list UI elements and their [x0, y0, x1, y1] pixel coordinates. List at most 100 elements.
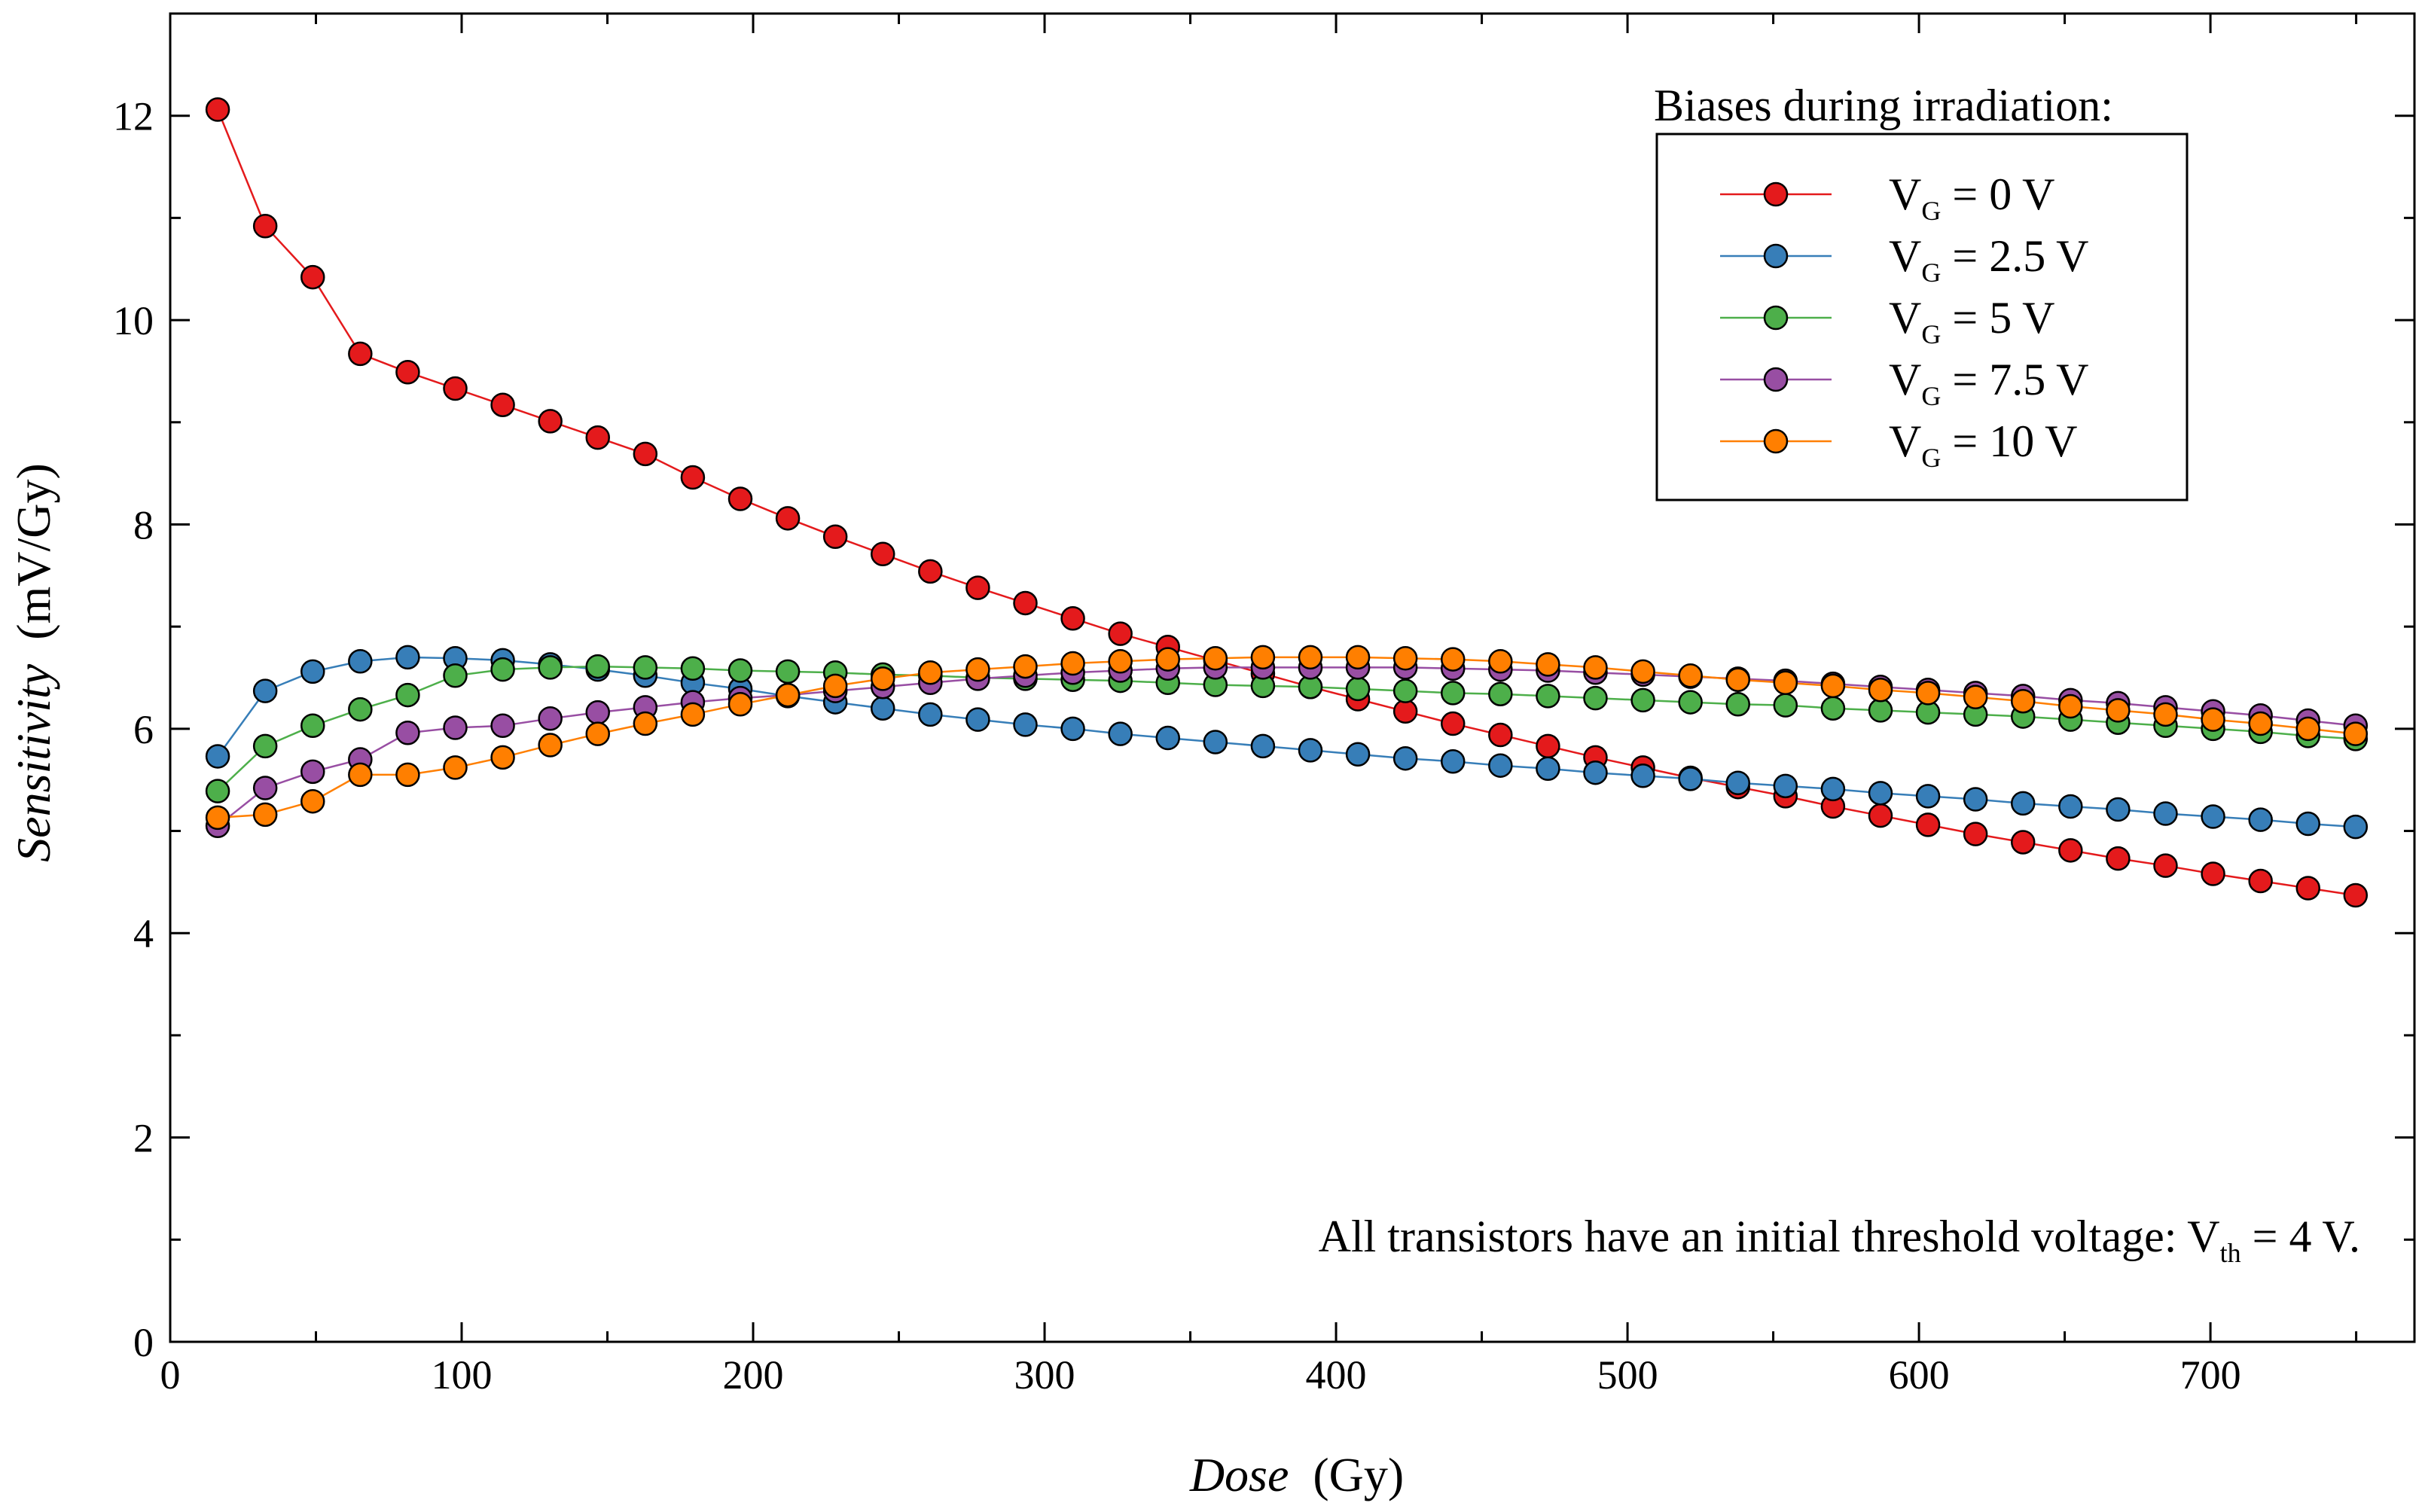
data-point	[1155, 725, 1180, 751]
data-point	[1820, 776, 1846, 802]
data-point	[1583, 685, 1608, 711]
data-point	[1773, 773, 1798, 799]
data-point	[1392, 699, 1418, 724]
data-point	[585, 654, 610, 679]
data-point	[1868, 678, 1893, 703]
legend-unit-value: V	[2045, 416, 2077, 466]
data-point	[1392, 645, 1418, 671]
data-point	[870, 666, 895, 691]
data-point	[443, 663, 468, 688]
data-point	[252, 733, 278, 759]
data-point	[348, 697, 373, 722]
data-point	[2153, 801, 2178, 826]
data-point	[1488, 722, 1513, 748]
data-point	[965, 707, 990, 732]
data-point	[205, 805, 230, 831]
data-point	[2010, 791, 2036, 816]
y-axis-title-unit: (mV/Gy)	[7, 463, 60, 640]
legend-marker-vg-7.5	[1763, 367, 1789, 392]
data-point	[1345, 742, 1371, 767]
series-markers-vg-2.5	[205, 645, 2369, 840]
data-point	[205, 779, 230, 803]
data-point	[585, 425, 610, 450]
data-point	[395, 645, 420, 670]
legend-value: 0	[1989, 169, 2012, 219]
threshold-note-value: = 4 V.	[2241, 1212, 2360, 1261]
legend-label-vg-10: VG = 10 V	[1889, 416, 2077, 473]
y-tick-label: 0	[133, 1320, 154, 1365]
data-point	[205, 744, 230, 769]
legend-unit	[2034, 416, 2045, 466]
legend-equals: =	[1941, 355, 1989, 404]
data-point	[2201, 804, 2225, 829]
legend-value: 10	[1989, 416, 2034, 466]
legend-subscript: G	[1921, 443, 1941, 473]
data-point	[1630, 764, 1655, 788]
series-line-vg-7.5	[217, 666, 2356, 827]
data-point	[1060, 716, 1085, 742]
data-point	[1060, 606, 1085, 631]
data-point	[1440, 681, 1466, 706]
data-point	[1392, 678, 1418, 703]
legend-equals: =	[1941, 169, 1989, 219]
legend-unit-value: V	[2056, 355, 2088, 404]
legend-subscript: G	[1921, 381, 1941, 411]
legend-subscript: G	[1921, 196, 1941, 226]
legend-unit	[2045, 231, 2056, 281]
data-point	[918, 660, 943, 685]
data-point	[1868, 803, 1893, 828]
data-point	[2010, 830, 2036, 855]
legend-value: 7.5	[1989, 355, 2045, 404]
data-point	[348, 762, 373, 788]
data-point	[1630, 687, 1655, 713]
data-point	[1583, 655, 1608, 680]
data-point	[2058, 838, 2083, 863]
data-point	[538, 655, 563, 680]
data-point	[2058, 794, 2083, 819]
x-tick-label: 0	[160, 1352, 181, 1398]
data-point	[2010, 688, 2036, 714]
data-point	[1915, 681, 1941, 706]
data-point	[205, 97, 230, 122]
data-point	[2248, 807, 2273, 832]
data-point	[965, 657, 990, 682]
legend: Biases during irradiation: VG = 0 VVG = …	[1654, 81, 2189, 501]
data-point	[2201, 707, 2225, 732]
legend-subscript: G	[1921, 258, 1941, 288]
data-point	[1963, 822, 1988, 846]
data-point	[1536, 733, 1560, 759]
data-point	[443, 715, 468, 740]
data-point	[348, 341, 373, 367]
x-tick-label: 200	[723, 1352, 784, 1398]
data-point	[1583, 760, 1608, 785]
legend-title: Biases during irradiation:	[1654, 81, 2113, 130]
data-point	[1915, 784, 1941, 809]
data-point	[1345, 676, 1371, 702]
data-point	[1678, 663, 1703, 688]
plot-series	[205, 97, 2369, 908]
data-point	[1108, 621, 1133, 646]
data-point	[1915, 812, 1941, 837]
data-point	[395, 682, 420, 708]
data-point	[1155, 647, 1180, 672]
x-tick-label: 500	[1597, 1352, 1658, 1398]
data-point	[2343, 721, 2369, 746]
data-point	[2058, 694, 2083, 719]
data-point	[443, 376, 468, 401]
data-point	[633, 711, 658, 736]
data-point	[1868, 781, 1893, 806]
y-tick-label: 8	[133, 502, 154, 547]
data-point	[1013, 590, 1038, 616]
data-point	[1536, 652, 1560, 677]
data-point	[1488, 681, 1513, 706]
legend-symbol: V	[1889, 293, 1921, 343]
x-axis-title-name: Dose	[1189, 1448, 1289, 1501]
data-point	[1488, 649, 1513, 674]
data-point	[2248, 868, 2273, 894]
data-point	[1108, 649, 1133, 674]
data-point	[1013, 654, 1038, 679]
data-point	[2106, 797, 2131, 822]
data-point	[585, 700, 610, 725]
data-point	[680, 465, 706, 490]
